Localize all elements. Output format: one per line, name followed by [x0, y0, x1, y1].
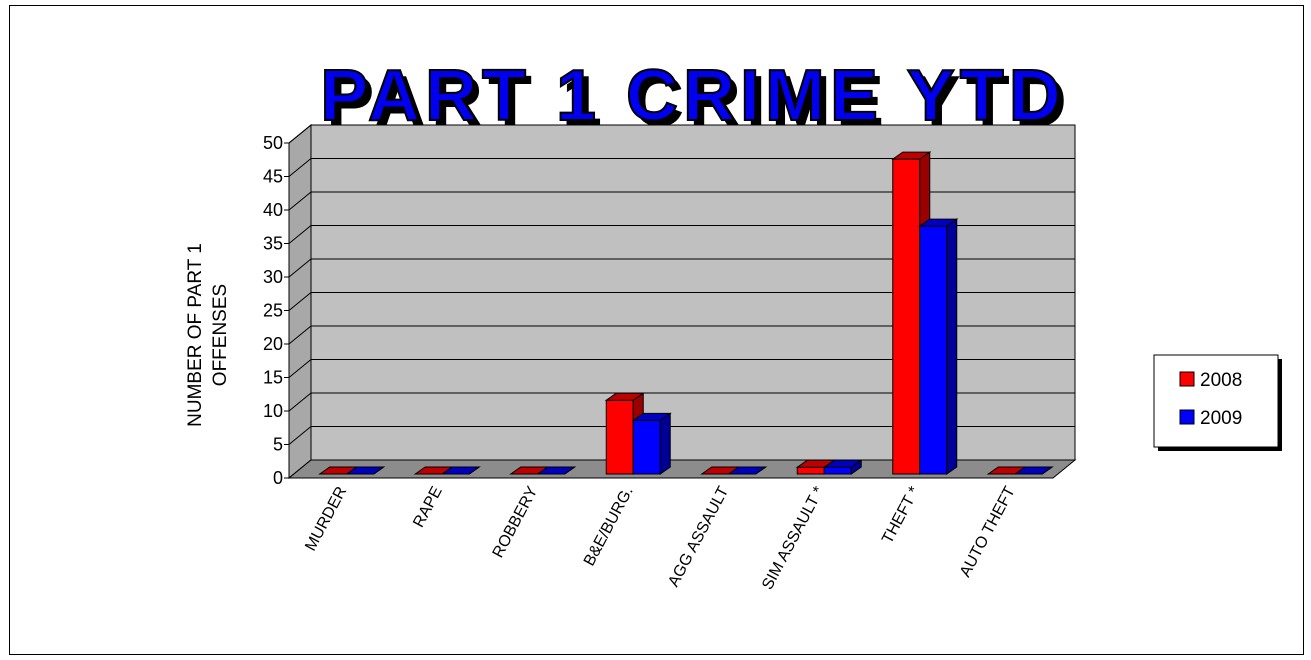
legend: 2008 2009 [1153, 354, 1282, 451]
y-tick-label: 5 [273, 435, 283, 455]
x-category-label: THEFT * [879, 484, 923, 547]
gridline [288, 158, 1075, 177]
x-category-label: B&E/BURG. [581, 484, 637, 569]
bar-front [919, 225, 948, 475]
y-tick-label: 50 [263, 133, 283, 153]
legend-swatch [1179, 371, 1195, 387]
floor-surface [287, 459, 1077, 479]
x-category-label: AUTO THEFT [957, 484, 1019, 580]
gridline [288, 124, 1075, 144]
gridline [288, 191, 1075, 211]
gridline [288, 359, 1075, 378]
bar-side [946, 218, 958, 475]
plot-floor [287, 459, 1077, 479]
bar-2009 [440, 466, 481, 475]
bar-front [823, 466, 852, 475]
x-category-label: AGG ASSAULT [665, 484, 732, 590]
bar-side [659, 412, 671, 475]
bar-side [1041, 466, 1053, 475]
bar-side [564, 466, 576, 475]
bar-2009 [631, 412, 672, 475]
bar-2009 [345, 466, 386, 475]
x-axis-labels: MURDER RAPE ROBBERY B&E/BURG. AGG ASSAULT SIM… [302, 484, 1019, 593]
bars [318, 151, 1054, 475]
bar-side [373, 466, 385, 475]
bar-front [892, 158, 921, 475]
x-category-label: SIM ASSAULT * [759, 484, 828, 593]
y-tick-label: 35 [263, 234, 283, 254]
bar-side [468, 466, 480, 475]
y-tick-label: 40 [263, 200, 283, 220]
x-category-label: MURDER [302, 484, 350, 554]
gridline [288, 292, 1075, 311]
gridline [288, 426, 1075, 445]
bar-2009 [1013, 466, 1054, 475]
bar-front [605, 399, 634, 475]
gridline [288, 325, 1075, 345]
y-axis-label-line: OFFENSES [210, 284, 231, 386]
bar-2009 [822, 459, 863, 475]
legend-swatch [1179, 409, 1195, 425]
bar-2009 [727, 466, 768, 475]
bar-2009 [918, 218, 959, 475]
bar-front [632, 419, 661, 475]
bar-2009 [536, 466, 577, 475]
gridlines [288, 124, 1075, 479]
y-tick-label: 0 [273, 468, 283, 488]
bar-side [755, 466, 767, 475]
y-tick-label: 25 [263, 301, 283, 321]
gridline [288, 258, 1075, 278]
y-tick-label: 20 [263, 334, 283, 354]
chart-title-text: PART 1 CRIME YTD [320, 56, 1065, 136]
x-category-label: RAPE [410, 484, 445, 530]
y-tick-label: 45 [263, 167, 283, 187]
bar-front [796, 466, 825, 475]
bar-side [850, 459, 862, 475]
gridline [288, 392, 1075, 412]
y-tick-label: 15 [263, 368, 283, 388]
legend-box [1153, 354, 1279, 448]
y-axis-label: NUMBER OF PART 1 OFFENSES [185, 243, 231, 427]
y-tick-label: 10 [263, 401, 283, 421]
legend-label: 2008 [1200, 370, 1242, 391]
y-axis-ticks: 0 5 10 15 20 25 30 35 40 45 50 [263, 133, 290, 488]
gridline [288, 225, 1075, 244]
legend-label: 2009 [1200, 408, 1242, 429]
y-tick-label: 30 [263, 267, 283, 287]
x-category-label: ROBBERY [490, 484, 542, 561]
y-axis-label-line: NUMBER OF PART 1 [185, 243, 206, 427]
